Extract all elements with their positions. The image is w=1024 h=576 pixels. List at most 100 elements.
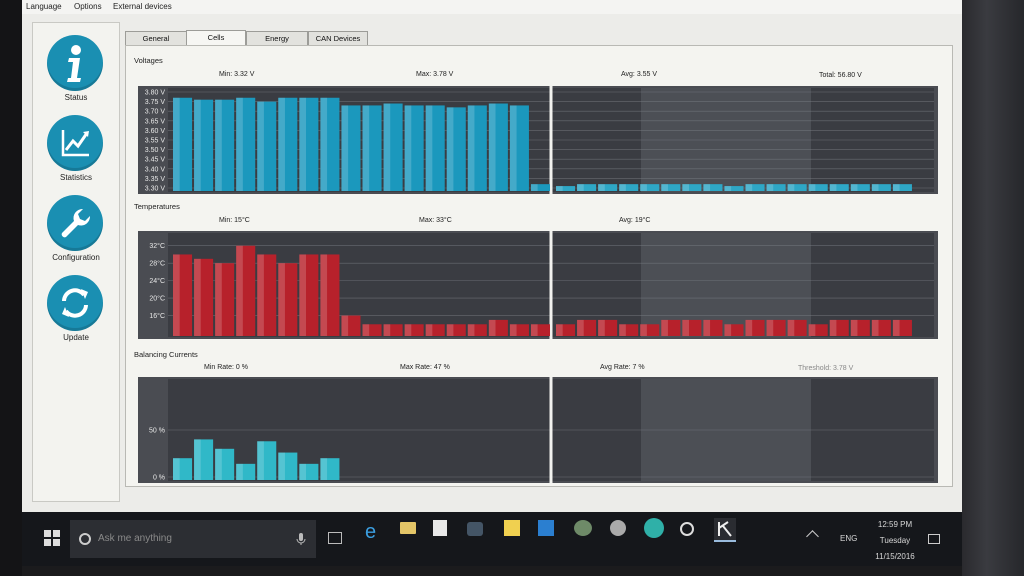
app-icon-2[interactable] xyxy=(574,520,592,536)
bar-highlight xyxy=(278,97,285,191)
sidebar-item-configuration[interactable]: Configuration xyxy=(33,195,119,271)
edge-browser-icon[interactable]: e xyxy=(362,520,384,547)
sidebar-item-status[interactable]: Status xyxy=(33,35,119,111)
bar xyxy=(362,324,382,336)
bar-highlight xyxy=(892,319,900,336)
task-view-icon[interactable] xyxy=(328,532,342,544)
sidebar-item-label: Configuration xyxy=(52,253,100,262)
bar-highlight xyxy=(871,319,879,336)
bar-highlight xyxy=(299,254,307,336)
menu-options[interactable]: Options xyxy=(74,2,102,11)
voltage-total: Total: 56.80 V xyxy=(819,72,862,79)
bar-highlight xyxy=(446,324,454,336)
bar xyxy=(194,439,214,480)
voltage-min: Min: 3.32 V xyxy=(219,71,255,78)
store-icon[interactable] xyxy=(433,520,447,536)
bar xyxy=(215,448,235,480)
y-tick-label: 3.40 V xyxy=(145,166,166,173)
bms-app-icon[interactable] xyxy=(644,518,664,538)
bar-highlight xyxy=(871,184,879,191)
y-tick-label: 3.75 V xyxy=(145,99,166,106)
bar xyxy=(871,184,891,191)
bar xyxy=(724,324,744,336)
app-icon-1[interactable] xyxy=(467,522,483,536)
sticky-notes-icon[interactable] xyxy=(504,520,520,536)
voltage-max: Max: 3.78 V xyxy=(416,71,454,78)
sidebar-item-update[interactable]: Update xyxy=(33,275,119,351)
bar-highlight xyxy=(404,324,412,336)
voltages-chart: 3.80 V 3.75 V 3.70 V 3.65 V 3.60 V 3.55 V 3.50… xyxy=(138,86,938,194)
file-explorer-icon[interactable] xyxy=(400,522,416,534)
bar-highlight xyxy=(619,324,626,336)
bar-highlight xyxy=(829,319,837,336)
wrench-icon xyxy=(47,195,103,251)
bar xyxy=(257,101,277,191)
app-icon-3[interactable] xyxy=(610,520,626,536)
bar xyxy=(404,324,424,336)
bar xyxy=(577,319,597,336)
bar xyxy=(320,254,340,336)
bar xyxy=(829,184,849,191)
action-center-icon[interactable] xyxy=(928,534,940,544)
y-tick-label: 3.60 V xyxy=(145,128,166,135)
bar-highlight xyxy=(488,103,496,191)
bar-highlight xyxy=(215,263,222,336)
bar-highlight xyxy=(383,324,391,336)
bar-highlight xyxy=(278,452,285,480)
y-tick-label: 3.45 V xyxy=(145,157,166,164)
tab-can-devices[interactable]: CAN Devices xyxy=(308,31,368,45)
bar-highlight xyxy=(509,105,517,191)
bar-highlight xyxy=(530,184,538,191)
y-tick-label: 3.55 V xyxy=(145,138,166,145)
bar xyxy=(640,184,660,191)
balancing-title: Balancing Currents xyxy=(134,350,198,359)
sidebar-item-label: Status xyxy=(64,93,88,102)
clock-time[interactable]: 12:59 PM xyxy=(877,520,913,529)
tab-cells[interactable]: Cells xyxy=(186,30,246,46)
bar xyxy=(850,319,870,336)
tab-energy[interactable]: Energy xyxy=(246,31,308,45)
bar-highlight xyxy=(682,184,690,191)
tab-general[interactable]: General xyxy=(125,31,187,45)
app-icon-active[interactable] xyxy=(714,518,736,542)
bar-highlight xyxy=(299,463,307,480)
bar-highlight xyxy=(278,263,285,336)
microphone-icon[interactable] xyxy=(296,532,306,546)
bar xyxy=(194,258,214,336)
menu-external-devices[interactable]: External devices xyxy=(113,2,172,11)
bar-highlight xyxy=(173,254,180,336)
bar xyxy=(362,105,382,191)
bar xyxy=(808,324,828,336)
bar-highlight xyxy=(194,439,201,480)
menu-language[interactable]: Language xyxy=(26,2,62,11)
bar xyxy=(488,103,508,191)
sidebar-item-statistics[interactable]: Statistics xyxy=(33,115,119,191)
settings-gear-icon[interactable] xyxy=(680,522,694,536)
bar-highlight xyxy=(425,105,433,191)
windows-start-button[interactable] xyxy=(44,530,60,546)
bar-highlight xyxy=(577,184,584,191)
y-tick-label: 3.35 V xyxy=(145,176,166,183)
bar xyxy=(787,319,807,336)
bar xyxy=(640,324,660,336)
y-tick-label: 28°C xyxy=(149,260,165,268)
bar xyxy=(724,186,744,191)
refresh-icon xyxy=(47,275,103,331)
clock-date: 11/15/2016 xyxy=(875,552,915,561)
bar xyxy=(619,324,639,336)
bar xyxy=(745,184,765,191)
bar-highlight xyxy=(892,184,900,191)
cortana-search-box[interactable]: Ask me anything xyxy=(70,520,316,558)
bar xyxy=(320,458,340,480)
monitor-bezel-left xyxy=(0,0,22,576)
bar-highlight xyxy=(619,184,626,191)
chevron-up-icon[interactable] xyxy=(806,530,819,543)
bar-highlight xyxy=(341,105,349,191)
monitor-bezel-right xyxy=(962,0,1024,576)
media-player-icon[interactable] xyxy=(538,520,554,536)
bar xyxy=(703,184,723,191)
bar xyxy=(341,105,361,191)
balancing-max-rate: Max Rate: 47 % xyxy=(400,364,450,371)
language-indicator[interactable]: ENG xyxy=(840,534,858,543)
bar-highlight xyxy=(640,184,647,191)
